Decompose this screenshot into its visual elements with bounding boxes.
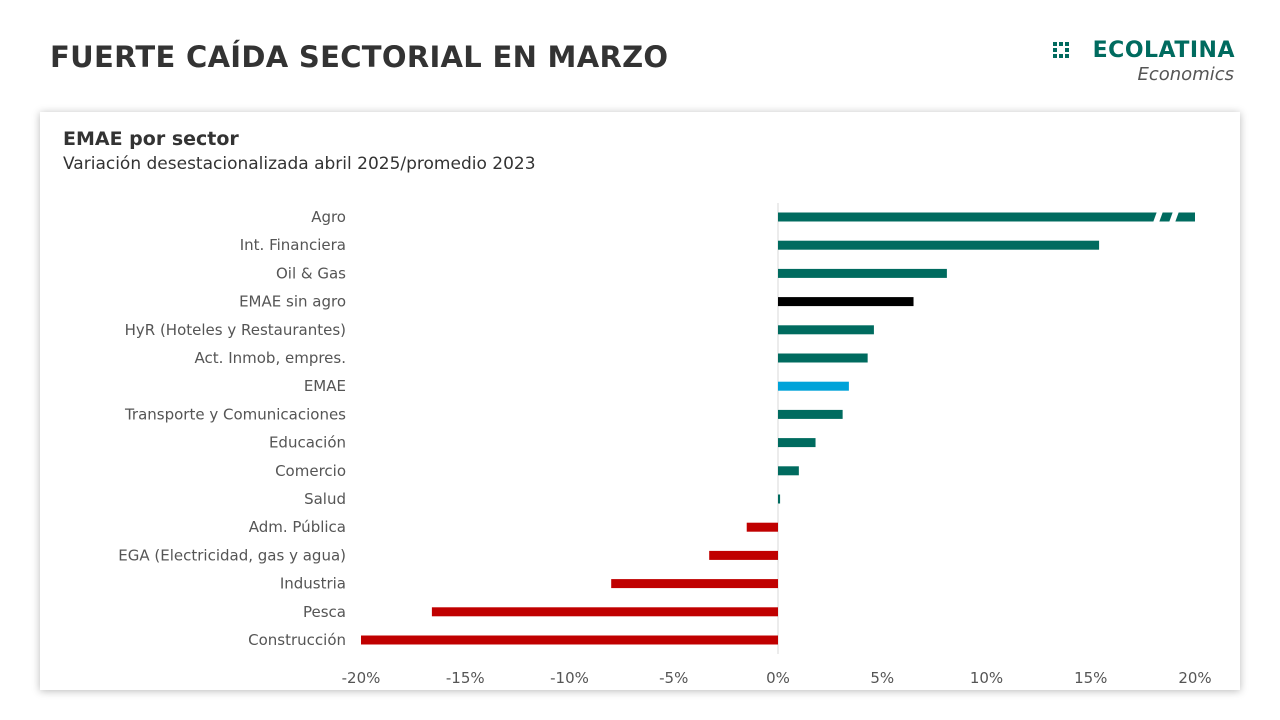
x-tick-label: -20% bbox=[342, 669, 381, 687]
category-label: Adm. Pública bbox=[249, 518, 346, 536]
bar-7 bbox=[778, 409, 843, 419]
category-label: Transporte y Comunicaciones bbox=[124, 405, 346, 423]
category-label: EMAE sin agro bbox=[239, 293, 346, 311]
bar-14 bbox=[431, 607, 778, 617]
x-tick-label: 15% bbox=[1074, 669, 1107, 687]
bar-3 bbox=[778, 297, 914, 307]
category-label: Comercio bbox=[275, 462, 346, 480]
x-tick-label: -10% bbox=[550, 669, 589, 687]
chart-title: EMAE por sector bbox=[63, 128, 239, 150]
bar-2 bbox=[778, 268, 947, 278]
logo-grid-icon bbox=[1053, 42, 1071, 60]
ecolatina-logo: ECOLATINA Economics bbox=[1040, 38, 1240, 88]
x-tick-label: 0% bbox=[766, 669, 790, 687]
bar-4 bbox=[778, 325, 874, 335]
bar-11 bbox=[746, 522, 778, 532]
category-label: Salud bbox=[304, 490, 346, 508]
category-label: Agro bbox=[311, 208, 346, 226]
category-label: Oil & Gas bbox=[276, 264, 346, 282]
bar-10 bbox=[778, 494, 781, 504]
bar-0 bbox=[778, 212, 1195, 222]
bar-6 bbox=[778, 381, 849, 391]
logo-subtitle: Economics bbox=[1137, 64, 1234, 85]
category-label: Act. Inmob, empres. bbox=[195, 349, 346, 367]
bar-12 bbox=[709, 550, 778, 560]
bar-13 bbox=[611, 579, 778, 589]
bar-15 bbox=[361, 635, 778, 645]
category-label: Industria bbox=[280, 575, 346, 593]
chart-card: EMAE por sector Variación desestacionali… bbox=[40, 112, 1240, 690]
bar-chart: Agro Int. Financiera Oil & Gas EMAE sin agr… bbox=[118, 203, 1212, 687]
axis-break-mark-0 bbox=[1153, 211, 1163, 223]
x-tick-label: -5% bbox=[659, 669, 688, 687]
bar-5 bbox=[778, 353, 868, 363]
x-tick-label: 20% bbox=[1178, 669, 1211, 687]
category-label: Educación bbox=[269, 434, 346, 452]
axis-break-mark-1 bbox=[1169, 211, 1179, 223]
x-tick-label: -15% bbox=[446, 669, 485, 687]
category-label: EMAE bbox=[304, 377, 346, 395]
x-tick-label: 5% bbox=[870, 669, 894, 687]
category-label: Pesca bbox=[303, 603, 346, 621]
bar-9 bbox=[778, 466, 799, 476]
category-label: HyR (Hoteles y Restaurantes) bbox=[125, 321, 346, 339]
logo-name: ECOLATINA bbox=[1092, 38, 1235, 63]
chart-subtitle: Variación desestacionalizada abril 2025/… bbox=[63, 154, 536, 174]
category-label: Construcción bbox=[248, 631, 346, 649]
bar-8 bbox=[778, 438, 816, 448]
x-tick-label: 10% bbox=[970, 669, 1003, 687]
page-title: FUERTE CAÍDA SECTORIAL EN MARZO bbox=[50, 40, 669, 74]
bar-1 bbox=[778, 240, 1100, 250]
category-label: EGA (Electricidad, gas y agua) bbox=[118, 546, 346, 564]
category-label: Int. Financiera bbox=[240, 236, 346, 254]
